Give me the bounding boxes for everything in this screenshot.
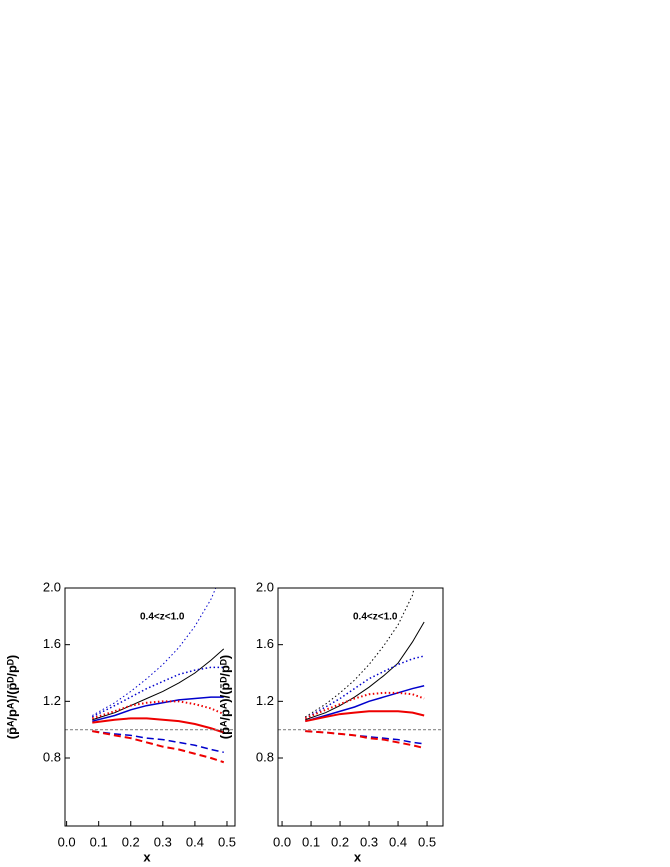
x-tick-label: 0.2 — [331, 834, 349, 849]
panel: 0.0 0.1 0.2 0.3 0.4 0.5 0.8 1.2 1.6 2.0 x (p̄ᴬ/pᴬ)/… — [217, 579, 444, 864]
annotation: 0.4<z<1.0 — [353, 612, 398, 623]
series-line — [92, 730, 225, 764]
y-tick-label: 2.0 — [43, 579, 61, 594]
x-tick-label: 0.5 — [218, 834, 236, 849]
x-tick-label: 0.5 — [418, 834, 436, 849]
series-line — [305, 710, 425, 723]
x-axis-label: x — [143, 849, 151, 864]
series-line — [304, 587, 415, 718]
x-tick-label: 0.0 — [58, 834, 76, 849]
y-tick-label: 0.8 — [43, 749, 61, 764]
x-axis-label: x — [354, 849, 362, 864]
series-line — [305, 621, 425, 721]
y-tick-label: 1.2 — [256, 693, 274, 708]
series-line — [92, 717, 225, 734]
x-tick-label: 0.1 — [302, 834, 320, 849]
plot-frame — [277, 587, 444, 827]
y-axis-label: (p̄ᴬ/pᴬ)/(p̄ᴰ/pᴰ) — [4, 655, 19, 739]
plot-frame — [64, 587, 236, 827]
series-line — [92, 730, 224, 754]
y-tick-label: 1.6 — [256, 636, 274, 651]
x-tick-label: 0.2 — [122, 834, 140, 849]
series-line — [304, 691, 425, 720]
x-tick-label: 0.1 — [90, 834, 108, 849]
series-line — [92, 587, 217, 716]
y-tick-label: 1.6 — [43, 636, 61, 651]
series-line — [305, 685, 425, 722]
series-line — [91, 666, 224, 718]
x-tick-label: 0.3 — [154, 834, 172, 849]
series-line — [304, 655, 425, 719]
y-tick-label: 1.2 — [43, 693, 61, 708]
series-line — [305, 730, 425, 750]
x-tick-label: 0.4 — [389, 834, 407, 849]
x-tick-label: 0.4 — [186, 834, 204, 849]
x-tick-label: 0.0 — [273, 834, 291, 849]
y-axis-label: (p̄ᴬ/pᴬ)/(p̄ᴰ/pᴰ) — [217, 655, 232, 739]
panel: 0.0 0.1 0.2 0.3 0.4 0.5 0.8 1.2 1.6 2.0 x (p̄ᴬ/pᴬ)/… — [4, 579, 236, 864]
x-tick-label: 0.3 — [360, 834, 378, 849]
y-tick-label: 0.8 — [256, 749, 274, 764]
y-tick-label: 2.0 — [256, 579, 274, 594]
annotation: 0.4<z<1.0 — [140, 612, 185, 623]
series-line — [92, 696, 224, 722]
series-line — [91, 700, 225, 720]
